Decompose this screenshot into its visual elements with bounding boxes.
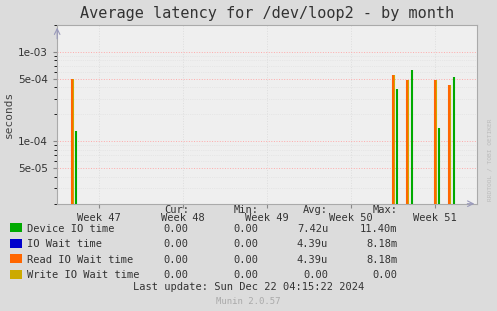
Text: 0.00: 0.00 <box>164 270 189 280</box>
Text: 0.00: 0.00 <box>164 255 189 265</box>
Text: Avg:: Avg: <box>303 205 328 215</box>
Text: 7.42u: 7.42u <box>297 224 328 234</box>
Text: 0.00: 0.00 <box>164 239 189 249</box>
Text: 0.00: 0.00 <box>373 270 398 280</box>
Text: Min:: Min: <box>234 205 258 215</box>
Text: Write IO Wait time: Write IO Wait time <box>27 270 140 280</box>
Text: Read IO Wait time: Read IO Wait time <box>27 255 134 265</box>
Text: 8.18m: 8.18m <box>366 255 398 265</box>
Text: Max:: Max: <box>373 205 398 215</box>
Text: 11.40m: 11.40m <box>360 224 398 234</box>
Text: IO Wait time: IO Wait time <box>27 239 102 249</box>
Text: 4.39u: 4.39u <box>297 239 328 249</box>
Text: 0.00: 0.00 <box>234 224 258 234</box>
Text: 0.00: 0.00 <box>303 270 328 280</box>
Text: Munin 2.0.57: Munin 2.0.57 <box>216 297 281 306</box>
Text: Cur:: Cur: <box>164 205 189 215</box>
Text: 0.00: 0.00 <box>234 255 258 265</box>
Title: Average latency for /dev/loop2 - by month: Average latency for /dev/loop2 - by mont… <box>80 6 454 21</box>
Y-axis label: seconds: seconds <box>4 91 14 138</box>
Text: RRDTOOL / TOBI OETIKER: RRDTOOL / TOBI OETIKER <box>487 118 492 201</box>
Text: 8.18m: 8.18m <box>366 239 398 249</box>
Text: Device IO time: Device IO time <box>27 224 115 234</box>
Text: Last update: Sun Dec 22 04:15:22 2024: Last update: Sun Dec 22 04:15:22 2024 <box>133 282 364 292</box>
Text: 0.00: 0.00 <box>234 270 258 280</box>
Text: 0.00: 0.00 <box>164 224 189 234</box>
Text: 0.00: 0.00 <box>234 239 258 249</box>
Text: 4.39u: 4.39u <box>297 255 328 265</box>
